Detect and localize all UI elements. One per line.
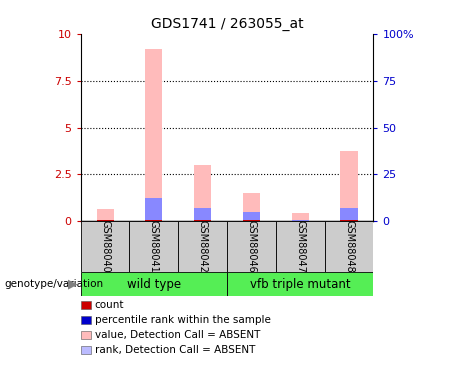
Bar bbox=[227, 221, 276, 272]
Title: GDS1741 / 263055_at: GDS1741 / 263055_at bbox=[151, 17, 303, 32]
Bar bbox=[194, 208, 211, 220]
Text: GSM88047: GSM88047 bbox=[295, 220, 305, 273]
Bar bbox=[96, 209, 113, 221]
Bar bbox=[145, 198, 162, 220]
Text: GSM88042: GSM88042 bbox=[198, 220, 207, 273]
Text: wild type: wild type bbox=[127, 278, 181, 291]
Text: GSM88046: GSM88046 bbox=[247, 220, 256, 273]
Bar bbox=[341, 208, 358, 220]
Text: GSM88048: GSM88048 bbox=[344, 220, 354, 273]
Bar bbox=[178, 221, 227, 272]
Bar bbox=[81, 221, 130, 272]
Text: value, Detection Call = ABSENT: value, Detection Call = ABSENT bbox=[95, 330, 260, 340]
Bar bbox=[243, 220, 260, 221]
Text: count: count bbox=[95, 300, 124, 310]
Bar bbox=[325, 221, 373, 272]
Text: genotype/variation: genotype/variation bbox=[5, 279, 104, 289]
Bar bbox=[243, 193, 260, 221]
Bar bbox=[145, 49, 162, 221]
Bar bbox=[341, 151, 358, 221]
Text: GSM88041: GSM88041 bbox=[149, 220, 159, 273]
Bar bbox=[81, 272, 227, 296]
Bar bbox=[292, 213, 309, 221]
Bar bbox=[243, 212, 260, 220]
Text: rank, Detection Call = ABSENT: rank, Detection Call = ABSENT bbox=[95, 345, 255, 355]
Text: percentile rank within the sample: percentile rank within the sample bbox=[95, 315, 271, 325]
Bar bbox=[194, 165, 211, 221]
Bar bbox=[194, 220, 211, 221]
Bar bbox=[341, 220, 358, 221]
Bar bbox=[276, 221, 325, 272]
Text: ▶: ▶ bbox=[68, 278, 78, 290]
Bar bbox=[227, 272, 373, 296]
Bar bbox=[96, 220, 113, 221]
Bar bbox=[145, 220, 162, 221]
Text: GSM88040: GSM88040 bbox=[100, 220, 110, 273]
Text: vfb triple mutant: vfb triple mutant bbox=[250, 278, 350, 291]
Bar bbox=[292, 220, 309, 221]
Bar bbox=[130, 221, 178, 272]
